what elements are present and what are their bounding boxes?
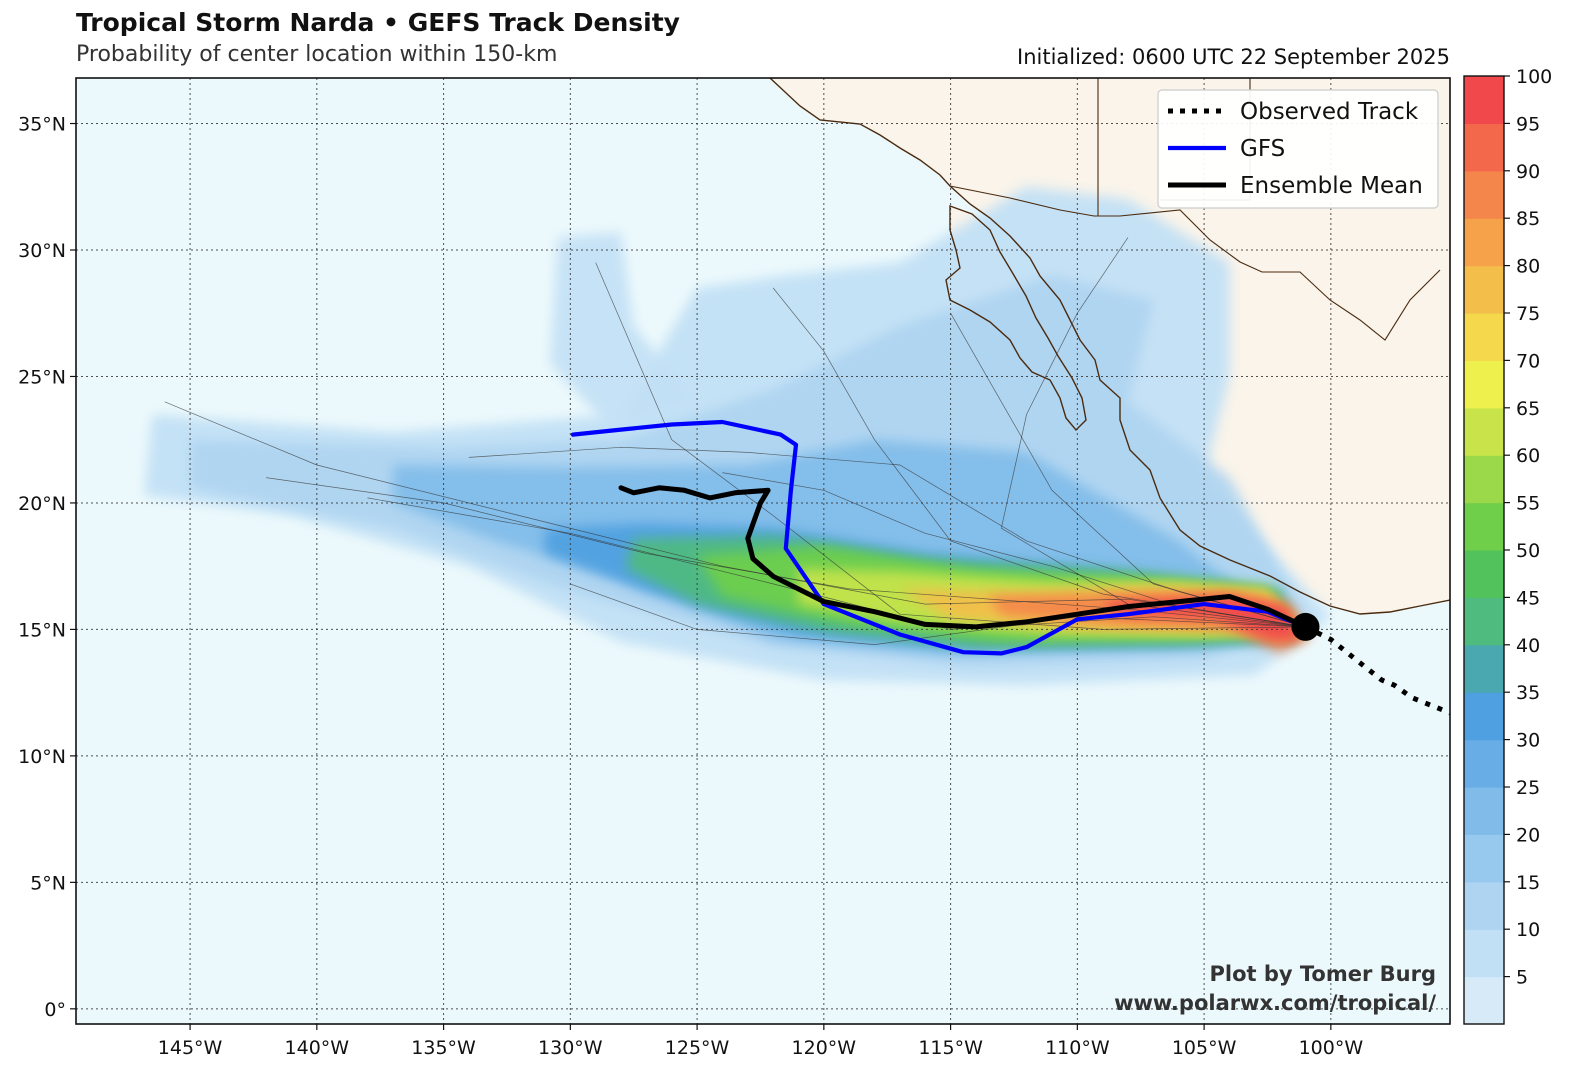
observed-track <box>1304 624 1450 716</box>
legend-gfs-label: GFS <box>1240 136 1285 162</box>
lat-tick-label: 20°N <box>18 493 66 515</box>
member-track-6 <box>468 446 1306 628</box>
legend-observed-label: Observed Track <box>1240 99 1419 125</box>
lon-tick-label: 105°W <box>1172 1037 1237 1059</box>
colorbar-segment <box>1464 123 1504 172</box>
lat-tick-label: 10°N <box>18 746 66 768</box>
colorbar-segment <box>1464 550 1504 598</box>
colorbar-tick-label: 35 <box>1516 682 1540 704</box>
map-title: Tropical Storm Narda • GEFS Track Densit… <box>76 8 680 37</box>
graticule <box>76 78 1450 1024</box>
colorbar-tick-label: 10 <box>1516 919 1540 941</box>
colorbar-tick-label: 95 <box>1516 113 1540 135</box>
latitude-tick-labels: 35°N 30°N 25°N 20°N 15°N 10°N 5°N 0° <box>18 114 76 1021</box>
lon-tick-label: 120°W <box>792 1037 857 1059</box>
colorbar-tick-label: 85 <box>1516 208 1540 230</box>
lat-tick-label: 5°N <box>30 872 66 894</box>
lon-tick-label: 135°W <box>411 1037 476 1059</box>
lat-tick-label: 0° <box>44 999 66 1021</box>
colorbar-tick-label: 15 <box>1516 872 1540 894</box>
colorbar-tick-label: 30 <box>1516 730 1540 752</box>
colorbar-segment <box>1464 360 1504 409</box>
lon-tick-label: 100°W <box>1299 1037 1364 1059</box>
member-track-10 <box>722 472 1306 628</box>
colorbar-segment <box>1464 692 1504 741</box>
colorbar-segment <box>1464 170 1504 219</box>
colorbar-segment <box>1464 834 1504 883</box>
lat-tick-label: 15°N <box>18 619 66 641</box>
lon-tick-label: 110°W <box>1045 1037 1110 1059</box>
lat-tick-label: 35°N <box>18 114 66 136</box>
member-track-5 <box>570 583 1306 645</box>
colorbar-tick-label: 20 <box>1516 824 1540 846</box>
colorbar-tick-label: 75 <box>1516 303 1540 325</box>
lat-tick-label: 25°N <box>18 366 66 388</box>
coastline <box>769 78 1450 615</box>
storm-current-position-marker <box>1291 612 1320 641</box>
colorbar-segment <box>1464 976 1504 1025</box>
probability-colorbar <box>1464 76 1504 1025</box>
colorbar-segment <box>1464 76 1504 124</box>
gfs-track <box>570 419 1308 656</box>
colorbar-tick-label: 80 <box>1516 256 1540 278</box>
colorbar-tick-label: 90 <box>1516 161 1540 183</box>
colorbar-tick-label: 45 <box>1516 587 1540 609</box>
member-track-4 <box>1000 237 1306 628</box>
colorbar-segment <box>1464 739 1504 788</box>
colorbar-segment <box>1464 265 1504 314</box>
colorbar-segment <box>1464 929 1504 978</box>
credit-author: Plot by Tomer Burg <box>1210 962 1437 986</box>
colorbar-segment <box>1464 218 1504 267</box>
colorbar-tick-labels: 5 10 15 20 25 30 35 40 45 50 55 60 65 70 75 80 85 90 95 100 <box>1504 66 1552 989</box>
lat-tick-label: 30°N <box>18 240 66 262</box>
legend-box <box>1157 89 1439 209</box>
lon-tick-label: 115°W <box>918 1037 983 1059</box>
density-contour-2 <box>550 232 698 428</box>
colorbar-tick-label: 50 <box>1516 540 1540 562</box>
colorbar-tick-label: 25 <box>1516 777 1540 799</box>
lon-tick-label: 130°W <box>538 1037 603 1059</box>
colorbar-segment <box>1464 455 1504 504</box>
colorbar-segment <box>1464 313 1504 361</box>
member-track-3 <box>772 287 1306 628</box>
colorbar-tick-label: 5 <box>1516 967 1528 989</box>
baja-coastline <box>945 205 1087 432</box>
colorbar-segment <box>1464 502 1504 551</box>
colorbar-segment <box>1464 407 1504 456</box>
map-subtitle: Probability of center location within 15… <box>76 42 558 67</box>
ensemble-mean-track <box>618 485 1308 630</box>
colorbar-tick-label: 70 <box>1516 350 1540 372</box>
initialized-time: Initialized: 0600 UTC 22 September 2025 <box>1017 45 1450 69</box>
colorbar-tick-label: 40 <box>1516 635 1540 657</box>
colorbar-tick-label: 60 <box>1516 445 1540 467</box>
lon-tick-label: 125°W <box>665 1037 730 1059</box>
colorbar-tick-label: 55 <box>1516 493 1540 515</box>
legend: Observed Track GFS Ensemble Mean <box>1157 89 1439 209</box>
colorbar-segment <box>1464 644 1504 693</box>
colorbar-segment <box>1464 597 1504 646</box>
us-mexico-border <box>949 185 1441 341</box>
lon-tick-label: 145°W <box>158 1037 223 1059</box>
colorbar-tick-label: 65 <box>1516 398 1540 420</box>
longitude-tick-labels: 145°W 140°W 135°W 130°W 125°W 120°W 115°W 110°W… <box>158 1024 1364 1059</box>
colorbar-segment <box>1464 881 1504 930</box>
colorbar-tick-label: 100 <box>1516 66 1552 88</box>
lon-tick-label: 140°W <box>285 1037 350 1059</box>
colorbar-segment <box>1464 787 1504 835</box>
plot-frame <box>75 77 1451 1025</box>
credit-url: www.polarwx.com/tropical/ <box>1114 991 1436 1015</box>
legend-mean-label: Ensemble Mean <box>1240 173 1423 199</box>
